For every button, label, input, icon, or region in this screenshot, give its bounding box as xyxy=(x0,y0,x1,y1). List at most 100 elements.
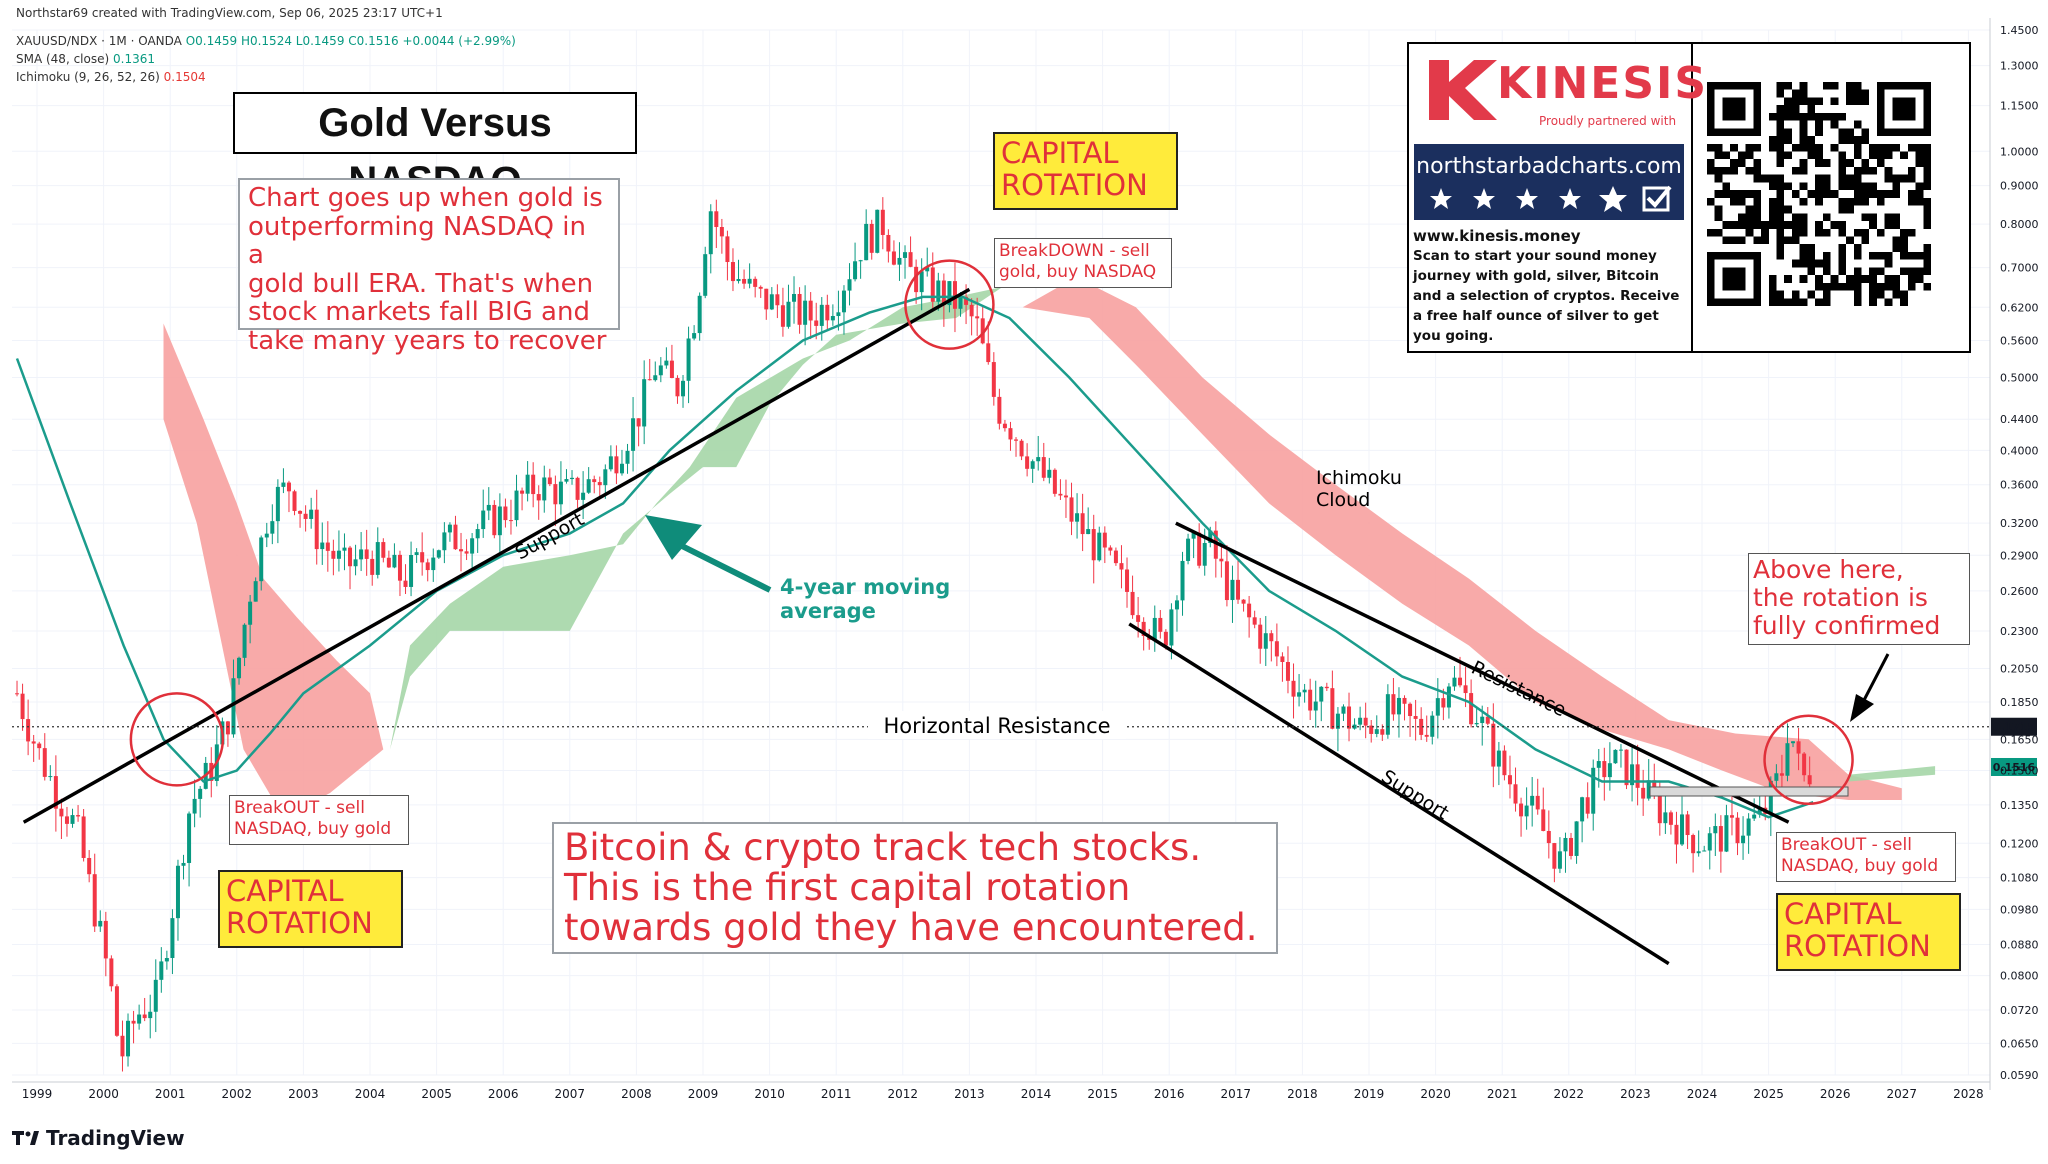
ichimoku-legend[interactable]: Ichimoku (9, 26, 52, 26) 0.1504 xyxy=(16,70,206,84)
y-tick-label: 0.1350 xyxy=(2000,799,2039,812)
qr-module xyxy=(1791,221,1800,229)
qr-code-icon[interactable] xyxy=(1707,82,1931,306)
qr-module xyxy=(1907,228,1916,237)
qr-module xyxy=(1768,197,1777,206)
kinesis-url[interactable]: www.kinesis.money xyxy=(1413,227,1581,245)
qr-module xyxy=(1799,112,1808,121)
qr-module xyxy=(1892,190,1901,198)
qr-module xyxy=(1861,97,1870,106)
price-tag-current: 0.1516 xyxy=(1993,761,2036,774)
candle-body xyxy=(1796,741,1801,754)
candle-body xyxy=(508,520,513,522)
candle-body xyxy=(964,296,969,305)
candle-body xyxy=(1347,706,1352,729)
cloud-bear-region xyxy=(163,323,384,818)
candle-body xyxy=(1014,439,1019,441)
candle-body xyxy=(958,296,963,309)
kinesis-ad[interactable]: KINESIS Proudly partnered with northstar… xyxy=(1407,42,1971,353)
qr-module xyxy=(1861,89,1870,98)
qr-module xyxy=(1884,213,1893,222)
candle-body xyxy=(570,477,575,480)
candle-body xyxy=(919,271,924,293)
candle-body xyxy=(858,260,863,262)
qr-module xyxy=(1830,97,1839,106)
y-tick-label: 1.3000 xyxy=(2000,60,2039,73)
candle-body xyxy=(309,509,314,519)
qr-module xyxy=(1900,151,1908,160)
candle-body xyxy=(1224,561,1229,601)
sma-legend[interactable]: SMA (48, close) 0.1361 xyxy=(16,52,155,66)
candle-body xyxy=(320,542,325,550)
qr-module xyxy=(1876,143,1885,152)
bitcoin-line: This is the first capital rotation xyxy=(564,866,1131,909)
candle-body xyxy=(59,808,64,817)
qr-module xyxy=(1923,151,1931,160)
x-tick-label: 2003 xyxy=(288,1087,319,1101)
qr-module xyxy=(1907,282,1916,291)
qr-module xyxy=(1791,143,1800,152)
candle-body xyxy=(1036,457,1041,462)
explain-line: stock markets fall BIG and xyxy=(248,297,590,327)
y-tick-label: 0.7000 xyxy=(2000,262,2039,275)
qr-module xyxy=(1853,267,1862,276)
x-tick-label: 2018 xyxy=(1287,1087,1318,1101)
qr-module xyxy=(1869,213,1877,222)
qr-module xyxy=(1807,259,1816,268)
candle-body xyxy=(797,293,802,325)
y-tick-label: 0.1080 xyxy=(2000,872,2039,885)
tradingview-footer[interactable]: TradingView xyxy=(12,1126,185,1150)
qr-module xyxy=(1822,182,1831,191)
qr-module xyxy=(1784,112,1792,121)
qr-module xyxy=(1791,259,1800,268)
breakout-label-2025: BreakOUT - sell NASDAQ, buy gold xyxy=(1776,832,1956,882)
qr-module xyxy=(1876,290,1885,299)
candle-body xyxy=(142,1014,147,1019)
qr-module xyxy=(1900,267,1908,276)
y-tick-label: 0.4000 xyxy=(2000,444,2039,457)
candle-body xyxy=(520,490,525,494)
candle-body xyxy=(1041,457,1046,478)
candle-body xyxy=(758,286,763,289)
candle-body xyxy=(31,741,36,744)
qr-module xyxy=(1707,228,1715,237)
candle-body xyxy=(547,477,552,485)
candle-body xyxy=(1091,529,1096,561)
qr-module xyxy=(1876,228,1885,237)
qr-module xyxy=(1714,174,1723,183)
candle-body xyxy=(442,532,447,551)
symbol-label[interactable]: XAUUSD/NDX · 1M · OANDA xyxy=(16,34,182,48)
qr-module xyxy=(1807,112,1816,121)
candle-body xyxy=(1496,750,1501,767)
candle-body xyxy=(769,294,774,310)
consolidation-range xyxy=(1649,786,1849,797)
qr-module xyxy=(1822,282,1831,291)
candle-body xyxy=(1729,815,1734,818)
candle-body xyxy=(947,281,952,306)
qr-module xyxy=(1799,197,1808,206)
candle-body xyxy=(403,580,408,587)
y-tick-label: 0.8000 xyxy=(2000,218,2039,231)
qr-module xyxy=(1830,190,1839,198)
candle-body xyxy=(1607,763,1612,778)
candle-body xyxy=(891,251,896,265)
qr-module xyxy=(1822,298,1831,306)
candle-body xyxy=(625,450,630,464)
x-axis[interactable]: 1999 2000 2001 2002 2003 2004 2005 2006 2007 2008… xyxy=(12,1081,1990,1101)
qr-module xyxy=(1838,244,1847,252)
qr-module xyxy=(1876,190,1885,198)
candle-body xyxy=(364,549,369,559)
x-tick-label: 2026 xyxy=(1820,1087,1851,1101)
y-axis[interactable]: 1.4500 1.3000 1.1500 1.0000 0.9000 0.8000 0.70… xyxy=(1989,18,2039,1090)
qr-module xyxy=(1799,143,1808,152)
qr-module xyxy=(1838,136,1847,144)
qr-module xyxy=(1900,228,1908,237)
candle-body xyxy=(1502,750,1507,776)
candle-body xyxy=(1330,688,1335,729)
y-tick-label: 0.0650 xyxy=(2000,1037,2039,1050)
qr-module xyxy=(1907,267,1916,276)
qr-module xyxy=(1907,174,1916,183)
qr-module xyxy=(1707,197,1715,206)
partner-banner[interactable]: northstarbadcharts.com xyxy=(1414,144,1684,220)
candle-body xyxy=(1002,423,1007,429)
candle-body xyxy=(841,290,846,313)
